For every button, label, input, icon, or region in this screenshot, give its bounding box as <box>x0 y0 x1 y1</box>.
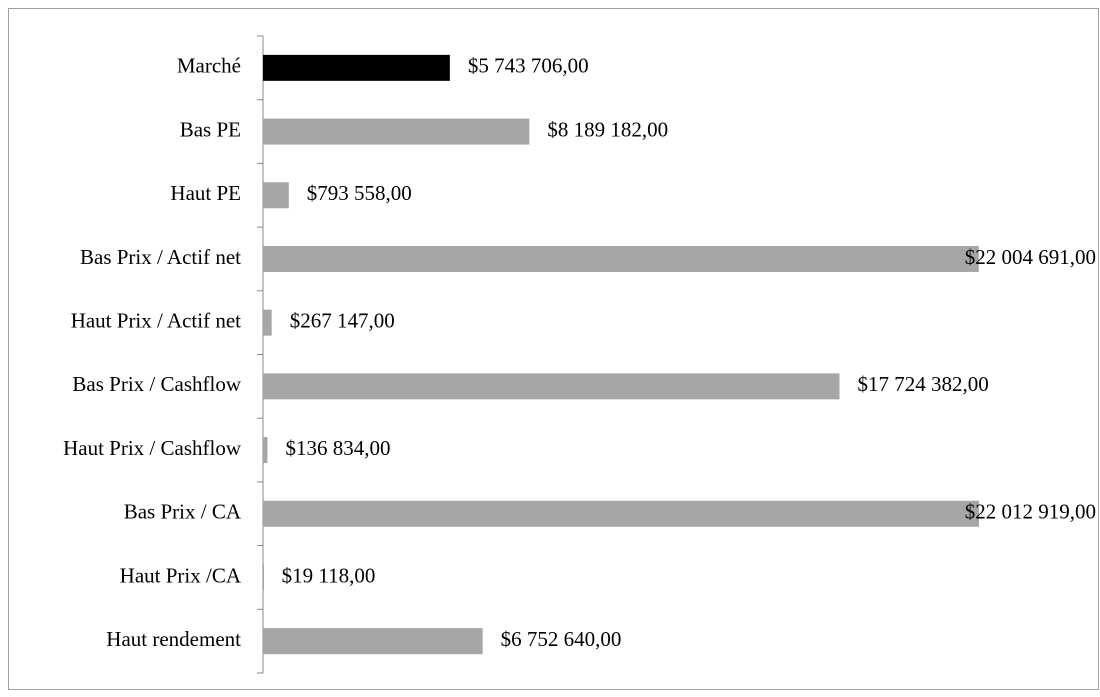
category-label: Haut rendement <box>106 627 241 651</box>
category-label: Haut Prix / Cashflow <box>63 436 242 460</box>
category-label: Haut Prix / Actif net <box>71 308 241 332</box>
category-label: Bas PE <box>180 117 241 141</box>
value-label: $267 147,00 <box>290 308 395 332</box>
category-label: Haut Prix /CA <box>120 563 242 587</box>
bar <box>263 564 264 591</box>
category-label: Bas Prix / CA <box>124 500 242 524</box>
value-label: $8 189 182,00 <box>547 117 668 141</box>
category-label: Bas Prix / Actif net <box>80 245 241 269</box>
bar <box>263 245 979 272</box>
chart-frame <box>8 8 1099 690</box>
bar <box>263 628 483 655</box>
bar <box>263 437 268 464</box>
bar <box>263 54 450 81</box>
value-label: $19 118,00 <box>282 563 376 587</box>
bar <box>263 500 979 527</box>
bar <box>263 373 840 400</box>
bar <box>263 309 272 336</box>
value-label: $22 004 691,00 <box>965 245 1096 269</box>
value-label: $17 724 382,00 <box>858 372 989 396</box>
value-label: $793 558,00 <box>307 181 412 205</box>
bar <box>263 118 530 145</box>
value-label: $136 834,00 <box>285 436 390 460</box>
category-label: Marché <box>177 54 241 78</box>
value-label: $22 012 919,00 <box>965 500 1096 524</box>
category-label: Haut PE <box>170 181 241 205</box>
category-label: Bas Prix / Cashflow <box>72 372 241 396</box>
value-label: $6 752 640,00 <box>501 627 622 651</box>
bar <box>263 182 289 209</box>
value-label: $5 743 706,00 <box>468 54 589 78</box>
